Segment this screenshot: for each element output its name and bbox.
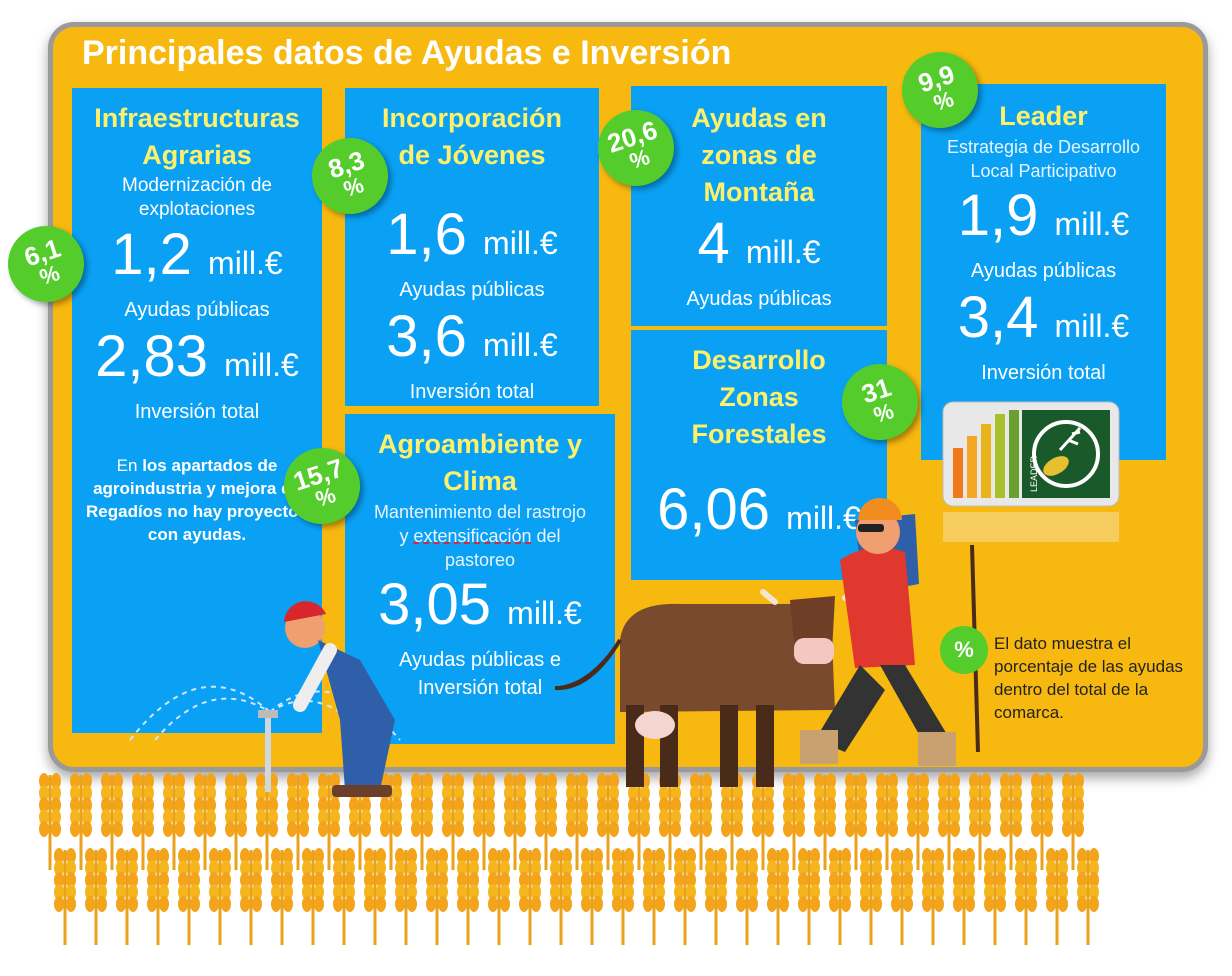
page-title: Principales datos de Ayudas e Inversión <box>82 34 732 72</box>
label-ayudas: Ayudas públicas <box>124 299 270 321</box>
label-ayudas: Ayudas públicas <box>970 260 1117 282</box>
card-heading: Forestales <box>691 419 827 449</box>
card-heading: Agroambiente y <box>377 429 583 459</box>
card-infraestructuras: Infraestructuras Agrarias Modernización … <box>72 88 322 733</box>
card-agroambiente: Agroambiente y Clima Mantenimiento del r… <box>345 414 615 744</box>
card-heading: Infraestructuras <box>94 103 300 133</box>
card-heading: Clima <box>443 466 517 496</box>
value-ayudas: 6,06 mill.€ <box>657 477 861 542</box>
value-ayudas: 1,9 mill.€ <box>957 183 1130 248</box>
label-ayudas: Ayudas públicas <box>686 288 832 310</box>
card-subtitle: explotaciones <box>138 199 256 220</box>
value-inversion: 2,83 mill.€ <box>95 324 299 389</box>
label-inversion: Inversión total <box>981 362 1106 384</box>
card-leader: Leader Estrategia de Desarrollo Local Pa… <box>921 84 1166 460</box>
value-ayudas: 4 mill.€ <box>697 211 821 276</box>
card-heading: zonas de <box>701 140 817 170</box>
label-ayudas: Ayudas públicas e <box>399 649 561 671</box>
card-heading: Agrarias <box>142 140 252 170</box>
legend-text: El dato muestra el porcentaje de las ayu… <box>994 634 1184 722</box>
sprinkler-icon <box>129 685 401 792</box>
card-montana: Ayudas en zonas de Montaña 4 mill.€ Ayud… <box>631 86 887 326</box>
card-note: En los apartados de agroindustria y mejo… <box>86 456 308 544</box>
legend-badge: % <box>940 626 988 674</box>
card-heading: Montaña <box>703 177 815 207</box>
hiker-icon <box>800 498 980 766</box>
label-ayudas: Ayudas públicas <box>399 279 545 301</box>
label-inversion: Inversión total <box>417 677 543 699</box>
card-subtitle: y extensificación del <box>399 526 561 546</box>
card-subtitle: Estrategia de Desarrollo <box>946 137 1141 157</box>
value-ayudas: 3,05 mill.€ <box>378 572 582 637</box>
value-ayudas: 1,6 mill.€ <box>386 202 558 267</box>
wheat-field-icon <box>39 773 1099 945</box>
value-inversion: 3,6 mill.€ <box>386 304 558 369</box>
card-heading: Desarrollo <box>692 345 826 375</box>
label-inversion: Inversión total <box>409 381 535 403</box>
farmer-icon <box>284 601 395 797</box>
card-subtitle: Modernización de <box>122 175 272 196</box>
value-inversion: 3,4 mill.€ <box>957 285 1130 350</box>
card-forestales: Desarrollo Zonas Forestales 6,06 mill.€ <box>631 330 887 580</box>
label-inversion: Inversión total <box>134 401 260 423</box>
card-heading: Incorporación <box>381 103 563 133</box>
card-subtitle: Mantenimiento del rastrojo <box>373 502 587 522</box>
cow-icon <box>554 585 862 787</box>
card-heading: Zonas <box>719 382 799 412</box>
card-subtitle: pastoreo <box>444 550 516 570</box>
card-subtitle: Local Participativo <box>970 161 1117 181</box>
card-heading: de Jóvenes <box>398 140 546 170</box>
card-heading: Leader <box>999 101 1088 131</box>
leader-logo: LEADER <box>942 401 1120 542</box>
card-heading: Ayudas en <box>691 103 827 133</box>
card-jovenes: Incorporación de Jóvenes 1,6 mill.€ Ayud… <box>345 88 599 406</box>
value-ayudas: 1,2 mill.€ <box>111 222 283 287</box>
leader-logo-text: LEADER <box>1029 455 1039 492</box>
